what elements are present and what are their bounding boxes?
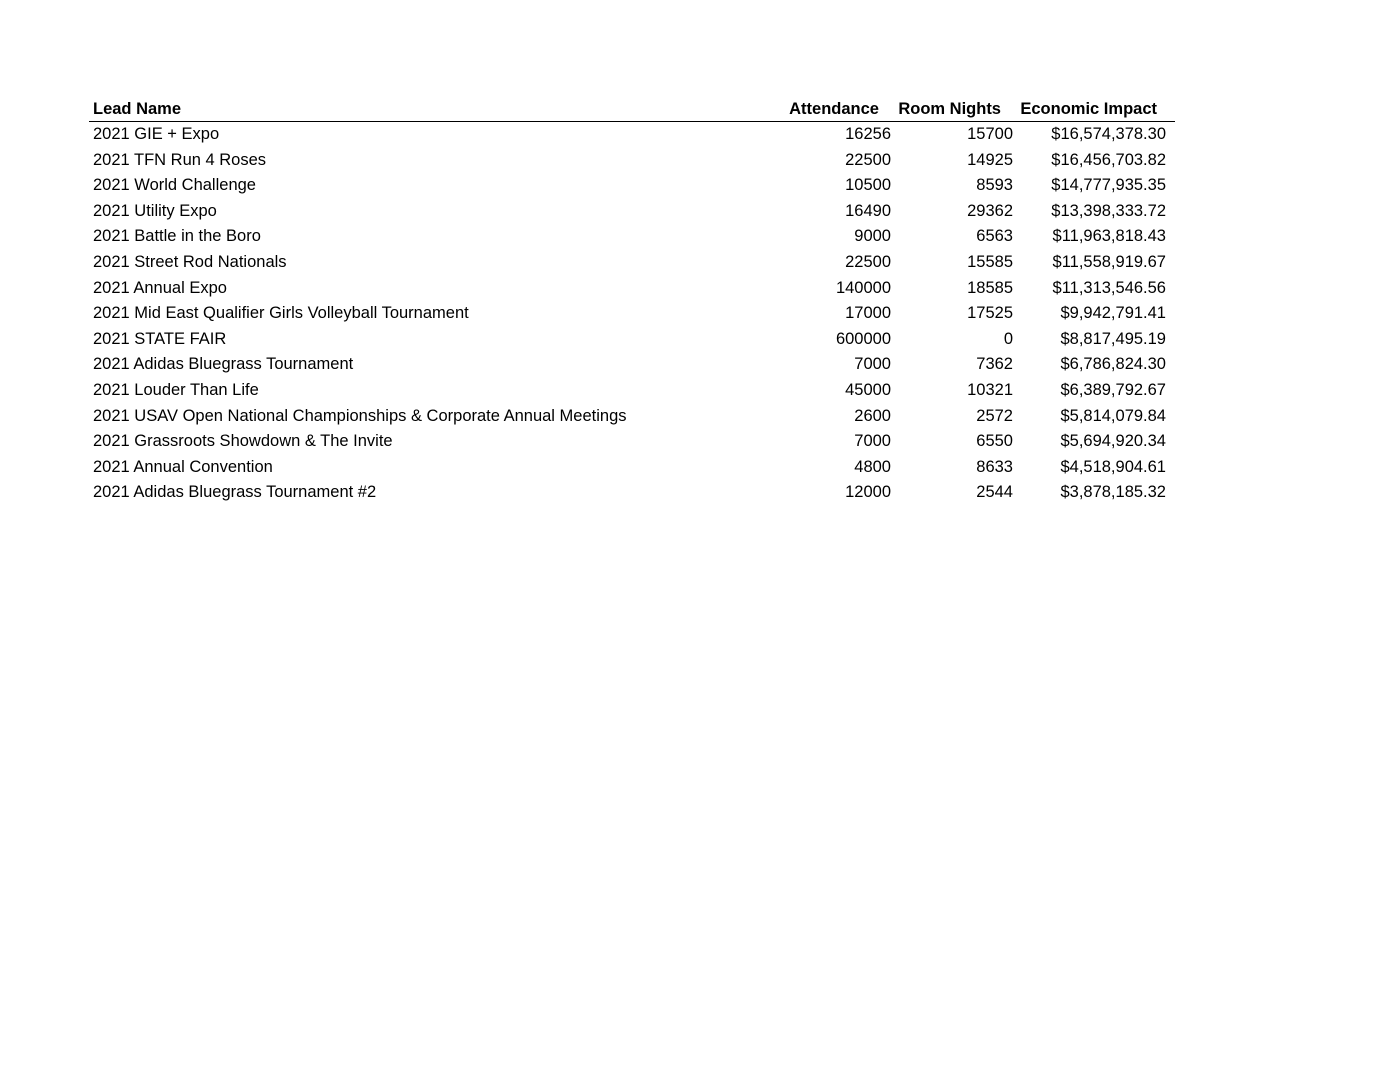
attendance-cell: 12000 [845,483,891,502]
room-nights-cell: 7362 [976,355,1013,374]
room-nights-cell: 2544 [976,483,1013,502]
table-row: 2021 GIE + Expo 16256 15700 $16,574,378.30 [89,122,1175,148]
economic-impact-cell: $16,456,703.82 [1051,150,1166,169]
table-row: 2021 World Challenge 10500 8593 $14,777,935… [89,173,1175,199]
attendance-cell: 17000 [845,304,891,323]
room-nights-cell: 29362 [967,201,1013,220]
attendance-cell: 10500 [845,176,891,195]
lead-name-cell: 2021 Adidas Bluegrass Tournament #2 [93,483,377,502]
header-economic-impact: Economic Impact [1020,100,1157,118]
header-room-nights: Room Nights [898,100,1001,118]
attendance-cell: 4800 [854,457,891,476]
table-row: 2021 USAV Open National Championships & … [89,404,1175,430]
economic-impact-cell: $6,786,824.30 [1060,355,1166,374]
table-row: 2021 Mid East Qualifier Girls Volleyball… [89,301,1175,327]
lead-name-cell: 2021 World Challenge [93,176,256,195]
economic-impact-cell: $4,518,904.61 [1060,457,1166,476]
attendance-cell: 600000 [835,329,891,348]
attendance-cell: 2600 [854,406,891,425]
lead-name-cell: 2021 USAV Open National Championships & … [93,406,627,425]
table-row: 2021 TFN Run 4 Roses 22500 14925 $16,456,70… [89,148,1175,174]
room-nights-cell: 14925 [967,150,1013,169]
room-nights-cell: 15585 [967,252,1013,271]
economic-impact-cell: $3,878,185.32 [1060,483,1166,502]
lead-name-cell: 2021 Grassroots Showdown & The Invite [93,432,393,451]
lead-name-cell: 2021 Annual Expo [93,278,227,297]
lead-name-cell: 2021 Street Rod Nationals [93,252,287,271]
lead-name-cell: 2021 Louder Than Life [93,380,259,399]
lead-name-cell: 2021 Adidas Bluegrass Tournament [93,355,354,374]
leads-table: Lead Name Attendance Room Nights Economi… [89,97,1175,506]
economic-impact-cell: $8,817,495.19 [1060,329,1166,348]
room-nights-cell: 2572 [976,406,1013,425]
header-attendance: Attendance [789,100,879,118]
room-nights-cell: 6563 [976,227,1013,246]
economic-impact-cell: $5,814,079.84 [1060,406,1166,425]
attendance-cell: 16256 [845,125,891,143]
room-nights-cell: 8593 [976,176,1013,195]
table-row: 2021 Annual Convention 4800 8633 $4,518,904… [89,455,1175,481]
table-row: 2021 Street Rod Nationals 22500 15585 $11,5… [89,250,1175,276]
table-row: 2021 Grassroots Showdown & The Invite 700… [89,429,1175,455]
table-body: 2021 GIE + Expo 16256 15700 $16,574,378.30 2… [89,122,1175,506]
attendance-cell: 7000 [854,432,891,451]
economic-impact-cell: $11,963,818.43 [1052,227,1166,246]
economic-impact-cell: $16,574,378.30 [1051,125,1166,143]
lead-name-cell: 2021 TFN Run 4 Roses [93,150,267,169]
lead-name-cell: 2021 Utility Expo [93,201,217,220]
attendance-cell: 140000 [835,278,891,297]
lead-name-cell: 2021 Annual Convention [93,457,273,476]
attendance-cell: 22500 [845,150,891,169]
table-header: Lead Name Attendance Room Nights Economi… [89,97,1175,122]
economic-impact-cell: $13,398,333.72 [1051,201,1166,220]
economic-impact-cell: $9,942,791.41 [1060,304,1166,323]
economic-impact-cell: $11,558,919.67 [1052,252,1166,271]
attendance-cell: 45000 [845,380,891,399]
lead-name-cell: 2021 STATE FAIR [93,329,227,348]
header-lead-name: Lead Name [93,100,182,118]
attendance-cell: 22500 [845,252,891,271]
room-nights-cell: 18585 [967,278,1013,297]
room-nights-cell: 6550 [976,432,1013,451]
room-nights-cell: 8633 [976,457,1013,476]
table-row: 2021 Louder Than Life 45000 10321 $6,389,79… [89,378,1175,404]
room-nights-cell: 10321 [967,380,1013,399]
table-row: 2021 STATE FAIR 600000 0 $8,817,495.19 [89,327,1175,353]
attendance-cell: 9000 [854,227,891,246]
lead-name-cell: 2021 Mid East Qualifier Girls Volleyball… [93,304,469,323]
room-nights-cell: 0 [1003,329,1013,348]
table-row: 2021 Utility Expo 16490 29362 $13,398,333.7… [89,199,1175,225]
lead-name-cell: 2021 Battle in the Boro [93,227,261,246]
economic-impact-cell: $5,694,920.34 [1060,432,1166,451]
lead-name-cell: 2021 GIE + Expo [93,125,220,143]
room-nights-cell: 17525 [967,304,1013,323]
attendance-cell: 16490 [845,201,891,220]
table-row: 2021 Annual Expo 140000 18585 $11,313,546.5… [89,276,1175,302]
economic-impact-cell: $6,389,792.67 [1060,380,1166,399]
economic-impact-cell: $14,777,935.35 [1051,176,1166,195]
table-row: 2021 Battle in the Boro 9000 6563 $11,963,8… [89,224,1175,250]
attendance-cell: 7000 [854,355,891,374]
economic-impact-cell: $11,313,546.56 [1052,278,1166,297]
room-nights-cell: 15700 [967,125,1013,143]
table-row: 2021 Adidas Bluegrass Tournament 7000 7362… [89,352,1175,378]
table-row: 2021 Adidas Bluegrass Tournament #2 12000… [89,480,1175,506]
